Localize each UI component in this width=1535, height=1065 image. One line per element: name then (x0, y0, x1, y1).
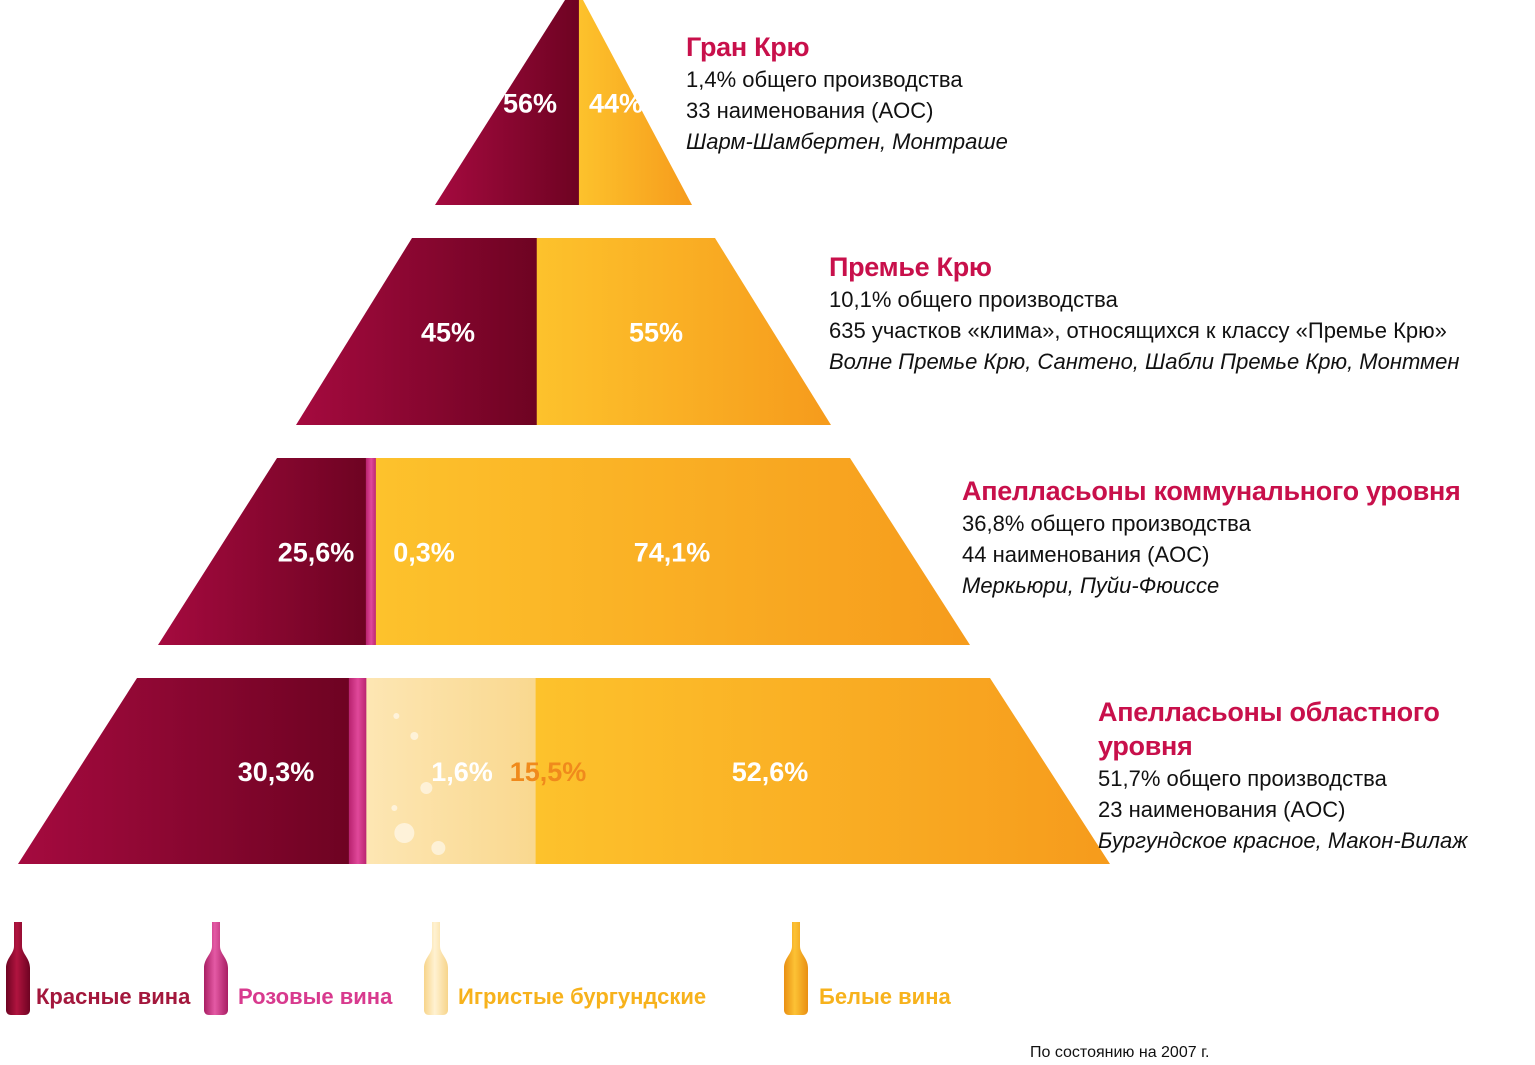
segment-white (535, 678, 1110, 864)
segment-label-red: 56% (503, 89, 557, 119)
segment-white (536, 238, 831, 425)
tier-examples: Меркьюри, Пуйи-Фюиссе (962, 573, 1220, 598)
legend-label: Розовые вина (238, 984, 393, 1009)
bubble (391, 805, 398, 811)
segment-rose (365, 458, 377, 645)
segment-label-red: 30,3% (238, 757, 315, 787)
tier-share: 51,7% общего производства (1098, 766, 1387, 791)
segment-label-white: 55% (629, 318, 683, 348)
tier-info-premier-cru: Премье Крю 10,1% общего производства 635… (829, 250, 1459, 377)
tier-detail: 44 наименования (AOC) (962, 542, 1210, 567)
legend-label: Белые вина (819, 984, 951, 1009)
segment-red (296, 238, 538, 425)
tier-detail: 33 наименования (AOC) (686, 98, 934, 123)
tier-title: Гран Крю (686, 32, 810, 62)
bubble (393, 713, 400, 719)
pyramid-tier-2 (296, 238, 831, 425)
tier-info-regional: Апелласьоны областного уровня 51,7% обще… (1098, 695, 1535, 856)
red-wine-bottle-icon (6, 922, 30, 1015)
tier-examples: Шарм-Шамбертен, Монтраше (686, 129, 1008, 154)
tier-share: 1,4% общего производства (686, 67, 963, 92)
legend-label: Игристые бургундские (458, 984, 707, 1009)
tier-info-communal: Апелласьоны коммунального уровня 36,8% о… (962, 474, 1461, 601)
tier-detail: 635 участков «клима», относящихся к клас… (829, 318, 1447, 343)
segment-label-red: 45% (421, 318, 475, 348)
tier-info-grand-cru: Гран Крю 1,4% общего производства 33 наи… (686, 30, 1008, 157)
rose-wine-bottle-icon (204, 922, 228, 1015)
segment-label-white: 74,1% (634, 538, 711, 568)
legend-label: Красные вина (36, 984, 191, 1009)
bubble (420, 782, 433, 794)
segment-label-rose: 1,6% (431, 757, 493, 787)
pyramid-tier-1 (435, 0, 692, 205)
bubble (410, 732, 419, 740)
segment-label-rose: 0,3% (393, 538, 455, 568)
sparkling-wine-bottle-icon (424, 922, 448, 1015)
tier-title: Премье Крю (829, 252, 992, 282)
bubble (431, 841, 446, 855)
tier-title: Апелласьоны областного уровня (1098, 697, 1440, 761)
segment-label-red: 25,6% (278, 538, 355, 568)
bubble (394, 823, 415, 843)
white-wine-bottle-icon (784, 922, 808, 1015)
tier-title: Апелласьоны коммунального уровня (962, 476, 1461, 506)
tier-examples: Волне Премье Крю, Сантено, Шабли Премье … (829, 349, 1460, 374)
tier-examples: Бургундское красное, Макон-Вилаж (1098, 828, 1468, 853)
segment-label-sparkling: 15,5% (510, 757, 587, 787)
tier-detail: 23 наименования (AOC) (1098, 797, 1346, 822)
segment-rose (348, 678, 367, 864)
footnote: По состоянию на 2007 г. (1030, 1044, 1210, 1061)
tier-share: 10,1% общего производства (829, 287, 1118, 312)
segment-label-white: 44% (589, 89, 643, 119)
tier-share: 36,8% общего производства (962, 511, 1251, 536)
segment-label-white: 52,6% (732, 757, 809, 787)
